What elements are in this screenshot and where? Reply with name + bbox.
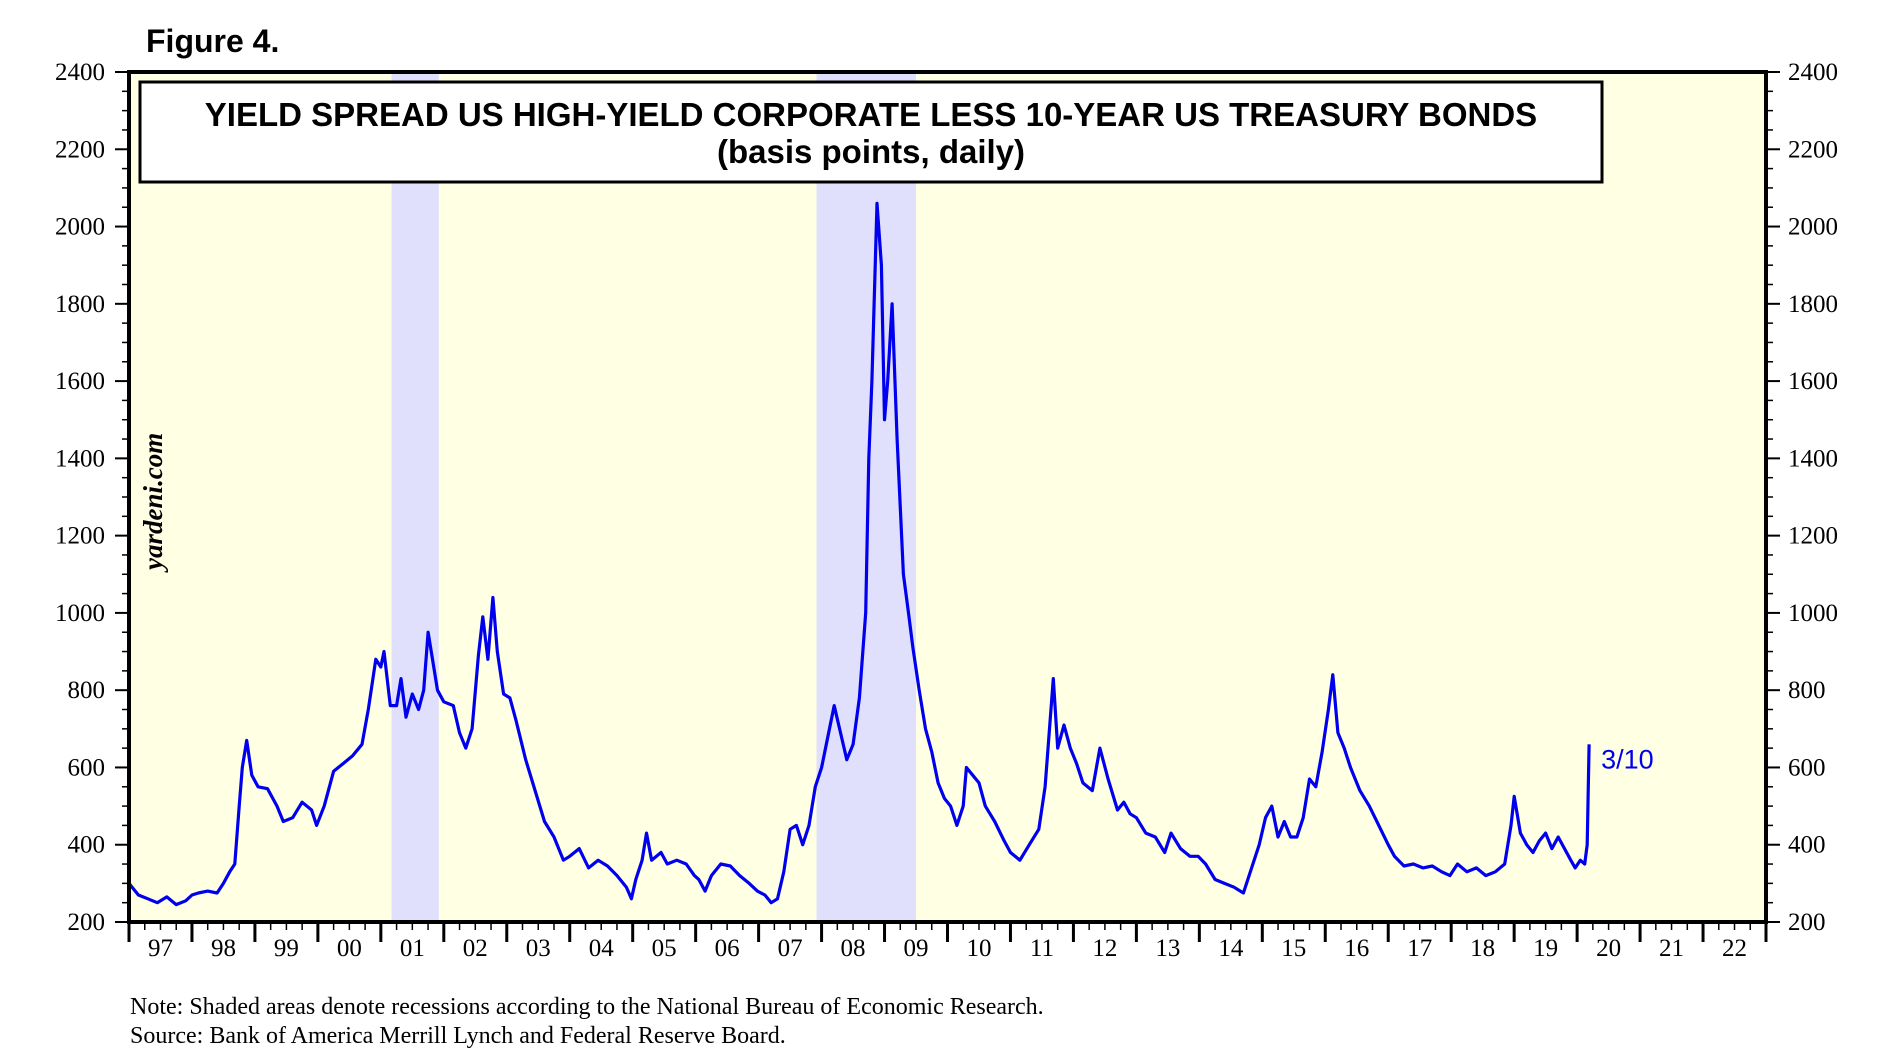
right-y-tick-label: 2000 (1788, 214, 1838, 241)
x-tick-label: 19 (1533, 935, 1558, 962)
figure-label: Figure 4. (146, 23, 279, 59)
x-tick-label: 12 (1092, 935, 1117, 962)
x-tick-label: 10 (966, 935, 991, 962)
x-tick-label: 13 (1155, 935, 1180, 962)
right-y-tick-label: 2400 (1788, 59, 1838, 86)
plot-area (129, 72, 1766, 922)
right-y-axis: 200 400 600 800 1000 1200 1400 1600 1800 2000 2200… (1766, 59, 1838, 936)
right-y-tick-label: 2200 (1788, 136, 1838, 163)
chart-title: YIELD SPREAD US HIGH-YIELD CORPORATE LES… (205, 96, 1537, 133)
x-tick-label: 18 (1470, 935, 1495, 962)
left-y-tick-label: 2000 (55, 214, 105, 241)
right-y-tick-label: 800 (1788, 677, 1826, 704)
left-y-tick-label: 1800 (55, 291, 105, 318)
footnote-source: Source: Bank of America Merrill Lynch an… (130, 1023, 786, 1049)
left-y-tick-label: 800 (68, 677, 106, 704)
left-y-tick-label: 1000 (55, 600, 105, 627)
x-tick-label: 97 (148, 935, 173, 962)
x-tick-label: 20 (1596, 935, 1621, 962)
series-line-hy-spread (127, 201, 1591, 907)
x-tick-label: 04 (589, 935, 615, 962)
footnote-note: Note: Shaded areas denote recessions acc… (130, 994, 1044, 1020)
x-tick-label: 21 (1659, 935, 1684, 962)
x-tick-label: 11 (1030, 935, 1054, 962)
recession-band-1 (391, 72, 439, 922)
x-tick-label: 98 (211, 935, 236, 962)
x-tick-label: 01 (400, 935, 425, 962)
x-tick-label: 22 (1722, 935, 1747, 962)
left-y-tick-label: 2200 (55, 136, 105, 163)
left-y-axis: 200 400 600 800 1000 1200 1400 1600 1800 2000 2200… (55, 59, 129, 936)
left-y-tick-label: 200 (68, 909, 106, 936)
x-tick-label: 02 (463, 935, 488, 962)
x-tick-label: 05 (652, 935, 677, 962)
x-tick-label: 03 (526, 935, 551, 962)
x-tick-label: 08 (841, 935, 866, 962)
left-y-tick-label: 1200 (55, 523, 105, 550)
left-y-tick-label: 2400 (55, 59, 105, 86)
x-axis: 97 98 99 00 01 02 03 04 05 06 07 08 09 10 11 12 13 14 15 16… (127, 922, 1768, 962)
left-y-tick-label: 400 (68, 832, 106, 859)
x-tick-label: 17 (1407, 935, 1432, 962)
right-y-tick-label: 1000 (1788, 600, 1838, 627)
right-y-tick-label: 1200 (1788, 523, 1838, 550)
x-tick-label: 06 (715, 935, 740, 962)
right-y-tick-label: 200 (1788, 909, 1826, 936)
x-tick-label: 00 (337, 935, 362, 962)
x-tick-label: 15 (1281, 935, 1306, 962)
title-box (138, 80, 1604, 184)
x-tick-label: 16 (1344, 935, 1369, 962)
left-y-tick-label: 1400 (55, 445, 105, 472)
right-y-tick-label: 1800 (1788, 291, 1838, 318)
x-tick-label: 09 (904, 935, 929, 962)
chart-subtitle: (basis points, daily) (717, 133, 1025, 170)
x-tick-label: 99 (274, 935, 299, 962)
watermark-yardeni: yardeni.com (138, 433, 168, 573)
left-y-tick-label: 600 (68, 754, 106, 781)
right-y-tick-label: 1600 (1788, 368, 1838, 395)
x-tick-label: 14 (1218, 935, 1244, 962)
annotation-3-10: 3/10 (1601, 744, 1654, 774)
x-tick-label: 07 (778, 935, 803, 962)
plot-frame (127, 70, 1768, 924)
right-y-tick-label: 1400 (1788, 445, 1838, 472)
left-y-tick-label: 1600 (55, 368, 105, 395)
right-y-tick-label: 400 (1788, 832, 1826, 859)
right-y-tick-label: 600 (1788, 754, 1826, 781)
